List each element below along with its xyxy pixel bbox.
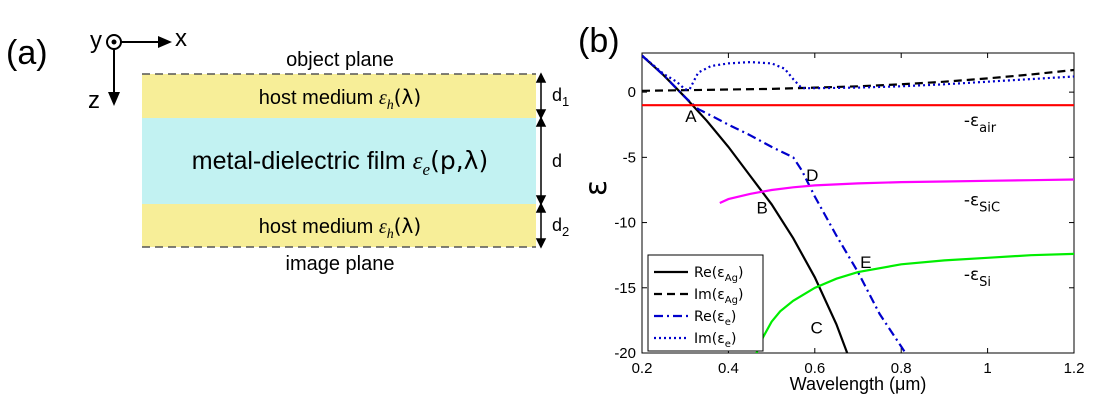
axis-y-label: y: [90, 27, 102, 54]
d-label: d: [552, 151, 562, 171]
legend-entry: Im(εAg): [694, 287, 743, 306]
legend-entry: Im(εe): [694, 331, 736, 350]
image-plane-label: image plane: [286, 253, 395, 275]
x-tick-label: 1.2: [1064, 360, 1085, 377]
x-tick-label: 1: [983, 360, 991, 377]
object-plane-label: object plane: [286, 49, 394, 71]
y-tick-label: 0: [628, 84, 636, 101]
y-tick-label: -10: [614, 215, 636, 232]
legend-entry: Re(εe): [694, 309, 736, 328]
x-tick-label: 0.6: [804, 360, 825, 377]
host-layer-bottom: [142, 204, 536, 247]
d-arrow-down-icon: [535, 195, 547, 206]
coordinate-axes: y x z: [88, 25, 187, 114]
d-arrow-up-icon: [535, 116, 547, 127]
panel-b: (b) 0.2 0.4 0.6 0.8 1 1.2 0 -5 -10 -15 -20 Waveleng…: [578, 22, 1084, 394]
host-top-label: host medium εh(λ): [259, 85, 421, 113]
series-line-sic: [719, 178, 1074, 205]
y-tick-label: -20: [614, 345, 636, 362]
d1-arrow-down-icon: [535, 109, 547, 120]
plot-frame: [641, 52, 1075, 354]
x-arrowhead-icon: [158, 36, 172, 48]
d1-arrow-up-icon: [535, 72, 547, 83]
z-arrowhead-icon: [108, 92, 120, 106]
legend: Re(εAg) Im(εAg) Re(εe) Im(εe): [647, 254, 764, 352]
point-label-e: E: [860, 253, 871, 272]
x-tick-label: 0.4: [718, 360, 739, 377]
film-label: metal-dielectric film εe(p,λ): [192, 146, 488, 179]
thickness-markers: [535, 72, 547, 249]
film-layer: [142, 118, 536, 204]
series-line-im-ag: [642, 68, 1074, 92]
point-label-c: C: [810, 318, 822, 337]
curve-label: -εSi: [964, 265, 991, 290]
legend-entry: Re(εAg): [694, 265, 743, 284]
host-layer-top: [142, 74, 536, 118]
x-tick-label: 0.8: [891, 360, 912, 377]
y-dot-icon: [111, 39, 117, 45]
x-tick-label: 0.2: [632, 360, 653, 377]
curve-label: -εair: [964, 111, 997, 136]
curve-label: -εSiC: [964, 191, 1000, 216]
panel-a: (a) y x z object plane host medium εh(λ)…: [6, 25, 569, 275]
epsilon-chart: 0.2 0.4 0.6 0.8 1 1.2 0 -5 -10 -15 -20 Wavelength (…: [579, 52, 1085, 394]
axis-z-label: z: [88, 87, 100, 114]
y-tick-label: -15: [614, 280, 636, 297]
y-axis-label: ε: [579, 180, 614, 196]
panel-a-label: (a): [6, 34, 48, 72]
axis-x-label: x: [175, 25, 187, 52]
series-line-im-e: [642, 54, 1074, 91]
panel-b-label: (b): [578, 22, 620, 60]
y-tick-label: -5: [623, 149, 636, 166]
d2-label: d2: [552, 215, 569, 239]
d1-label: d1: [552, 85, 569, 109]
host-bottom-label: host medium εh(λ): [259, 214, 421, 242]
series-line-re-e: [642, 54, 907, 353]
point-label-a: A: [685, 107, 697, 126]
d2-arrow-down-icon: [535, 238, 547, 249]
series-line-re-ag: [642, 54, 849, 353]
d2-arrow-up-icon: [535, 202, 547, 213]
point-label-d: D: [806, 166, 818, 185]
point-label-b: B: [756, 198, 767, 217]
x-axis-label: Wavelength (μm): [790, 374, 927, 394]
series-line-si: [755, 252, 1074, 353]
